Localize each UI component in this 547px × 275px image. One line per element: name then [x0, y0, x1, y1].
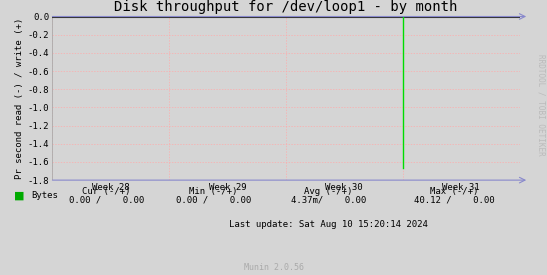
Text: ■: ■	[14, 191, 24, 201]
Text: 0.00 /    0.00: 0.00 / 0.00	[69, 195, 144, 204]
Text: 4.37m/    0.00: 4.37m/ 0.00	[290, 195, 366, 204]
Title: Disk throughput for /dev/loop1 - by month: Disk throughput for /dev/loop1 - by mont…	[114, 0, 457, 14]
Text: Cur (-/+): Cur (-/+)	[83, 187, 131, 196]
Text: Max (-/+): Max (-/+)	[430, 187, 478, 196]
Y-axis label: Pr second read (-) / write (+): Pr second read (-) / write (+)	[15, 18, 24, 179]
Text: Min (-/+): Min (-/+)	[189, 187, 237, 196]
Text: Bytes: Bytes	[31, 191, 58, 200]
Text: Munin 2.0.56: Munin 2.0.56	[243, 263, 304, 272]
Text: 0.00 /    0.00: 0.00 / 0.00	[176, 195, 251, 204]
Text: Avg (-/+): Avg (-/+)	[304, 187, 352, 196]
Text: Last update: Sat Aug 10 15:20:14 2024: Last update: Sat Aug 10 15:20:14 2024	[229, 220, 428, 229]
Text: 40.12 /    0.00: 40.12 / 0.00	[414, 195, 494, 204]
Text: RRDTOOL / TOBI OETIKER: RRDTOOL / TOBI OETIKER	[537, 54, 546, 155]
